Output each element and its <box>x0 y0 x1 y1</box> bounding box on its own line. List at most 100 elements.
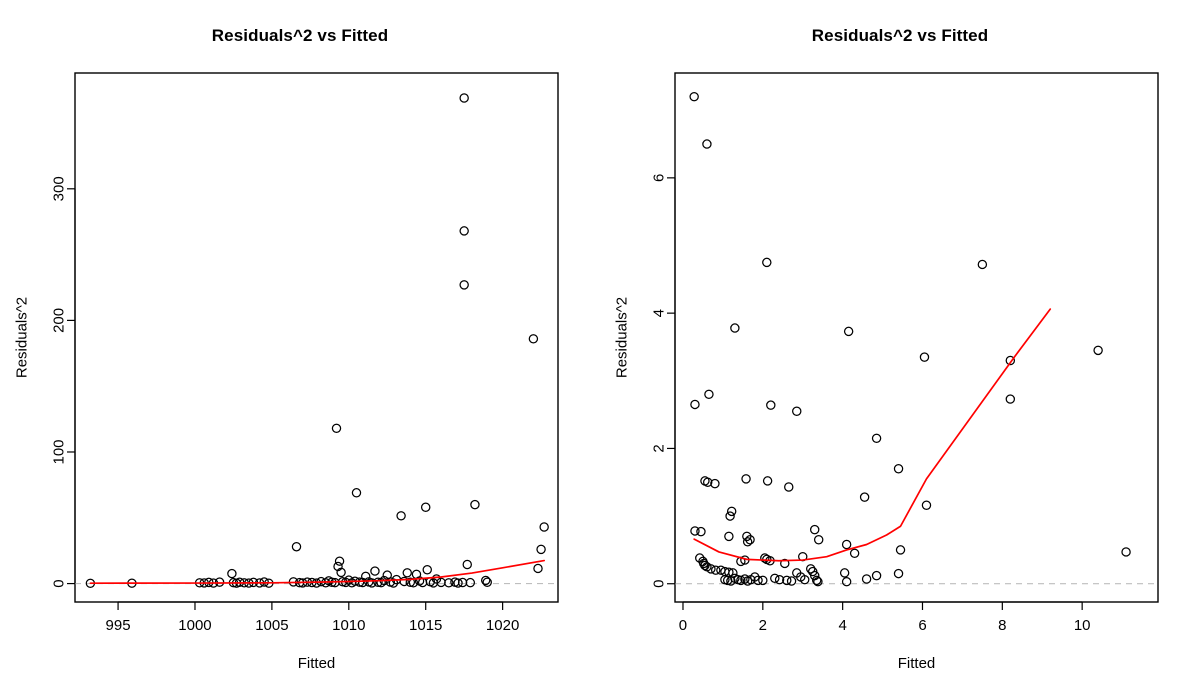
x-axis-tick-label: 1005 <box>255 617 288 634</box>
data-point <box>792 406 802 416</box>
data-point <box>702 139 712 149</box>
data-point <box>841 539 852 550</box>
x-axis-tick-label: 1015 <box>409 617 442 634</box>
data-point <box>805 564 816 574</box>
x-axis-tick-label: 4 <box>838 617 846 634</box>
y-axis: 0 100 200 300 <box>51 176 76 588</box>
data-point <box>782 575 792 586</box>
x-axis-title: Fitted <box>898 655 936 672</box>
data-point <box>420 502 431 512</box>
data-point <box>849 548 860 559</box>
data-point <box>344 575 354 585</box>
data-point <box>539 522 549 532</box>
data-point <box>704 389 714 400</box>
data-point <box>703 477 713 487</box>
data-point <box>396 511 406 521</box>
data-point <box>839 568 850 578</box>
data-point <box>740 574 750 584</box>
data-point <box>227 568 237 579</box>
data-point <box>696 526 706 537</box>
data-point <box>334 556 345 566</box>
plot-frame <box>674 72 1159 603</box>
data-point <box>780 558 790 569</box>
y-axis-tick-label: 4 <box>651 309 668 317</box>
data-point <box>724 531 734 542</box>
data-point <box>762 257 772 268</box>
data-point <box>480 575 491 586</box>
data-point <box>331 423 342 434</box>
data-point <box>809 524 820 535</box>
data-point <box>753 575 763 586</box>
x-axis-tick-label: 0 <box>679 617 687 634</box>
y-axis-tick-label: 2 <box>651 444 668 452</box>
data-point <box>750 572 760 582</box>
x-axis-tick-label: 2 <box>759 617 767 634</box>
data-point <box>399 576 409 587</box>
data-point <box>811 575 822 586</box>
data-point <box>774 574 785 585</box>
y-axis-tick-label: 0 <box>651 580 668 588</box>
x-axis-tick-label: 1010 <box>332 617 365 634</box>
data-point <box>373 577 383 587</box>
y-axis-title: Residuals^2 <box>14 297 31 378</box>
data-point <box>459 93 469 103</box>
data-point <box>843 326 854 337</box>
data-point <box>1093 345 1103 356</box>
data-point <box>710 478 720 489</box>
data-point <box>706 564 716 574</box>
data-point <box>871 570 882 581</box>
data-point <box>977 259 988 270</box>
y-axis-tick-label: 200 <box>51 308 68 333</box>
y-axis: 0 2 4 6 <box>651 174 676 588</box>
data-point <box>725 511 735 521</box>
data-points <box>85 93 549 589</box>
data-point <box>800 574 810 585</box>
plot-title-right: Residuals^2 vs Fitted <box>811 26 989 45</box>
x-axis-tick-label: 1020 <box>486 617 519 634</box>
data-point <box>859 492 870 502</box>
data-point <box>758 575 768 586</box>
data-point <box>462 559 472 570</box>
data-point <box>690 399 700 410</box>
data-point <box>417 577 428 588</box>
y-axis-tick-label: 300 <box>51 176 68 201</box>
data-point <box>861 574 872 584</box>
data-point <box>741 474 751 484</box>
y-axis-tick-label: 100 <box>51 439 68 464</box>
data-point <box>766 400 776 410</box>
data-point <box>770 573 780 584</box>
data-point <box>895 545 906 555</box>
data-point <box>402 568 412 578</box>
data-point <box>1121 547 1131 557</box>
data-point <box>482 577 492 587</box>
data-point <box>333 561 343 572</box>
data-point <box>919 352 930 362</box>
data-point <box>699 558 709 569</box>
data-point <box>533 563 543 574</box>
data-points <box>689 91 1131 587</box>
y-axis-tick-label: 0 <box>51 579 68 587</box>
data-point <box>465 577 476 588</box>
data-point <box>762 476 773 486</box>
x-axis: 0 2 4 6 8 10 <box>679 601 1091 634</box>
data-point <box>813 535 824 545</box>
data-point <box>291 542 302 552</box>
data-point <box>536 544 546 555</box>
data-point <box>742 537 753 547</box>
data-point <box>453 578 463 588</box>
plot-panel-right: Residuals^2 vs Fitted 0 2 4 6 8 10 0 2 4 6 Fitted R… <box>600 0 1200 700</box>
data-point <box>921 500 932 510</box>
data-point <box>736 575 746 586</box>
data-point <box>760 553 770 563</box>
data-point <box>470 499 480 510</box>
x-axis-tick-label: 6 <box>918 617 926 634</box>
x-axis-tick-label: 10 <box>1074 617 1091 634</box>
data-point <box>1005 394 1016 404</box>
y-axis-title: Residuals^2 <box>614 297 631 378</box>
data-point <box>351 488 362 498</box>
data-point <box>786 576 797 586</box>
data-point <box>1005 355 1016 366</box>
data-point <box>367 578 377 588</box>
plot-frame <box>74 72 559 603</box>
